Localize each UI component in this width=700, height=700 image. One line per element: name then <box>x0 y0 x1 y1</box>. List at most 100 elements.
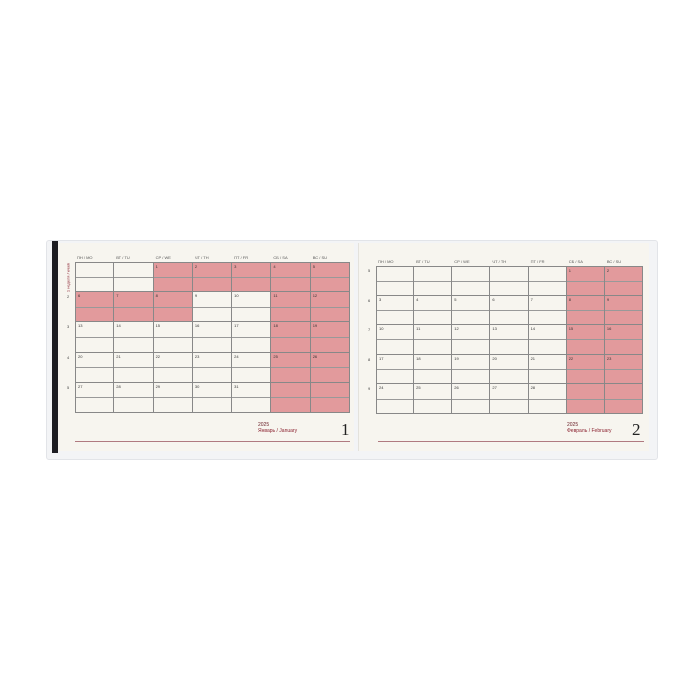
day-cell[interactable]: 6 <box>490 295 529 326</box>
day-cell[interactable]: 11 <box>271 292 311 323</box>
day-cell[interactable]: 17 <box>232 322 272 353</box>
day-cell[interactable]: 8 <box>566 295 605 326</box>
ruled-line <box>153 277 192 279</box>
day-cell[interactable]: 25 <box>271 352 311 383</box>
day-cell[interactable]: 10 <box>232 292 272 323</box>
day-cell[interactable]: 4 <box>414 295 453 326</box>
day-cell[interactable] <box>528 266 567 296</box>
day-cell[interactable]: 21 <box>114 352 154 383</box>
ruled-line <box>232 306 271 308</box>
day-number: 1 <box>155 264 158 269</box>
day-cell[interactable]: 16 <box>192 322 233 353</box>
day-cell[interactable]: 2 <box>192 262 233 293</box>
day-cell[interactable]: 11 <box>414 325 453 355</box>
day-cell[interactable] <box>376 266 415 296</box>
day-cell[interactable] <box>566 384 605 414</box>
day-cell[interactable]: 20 <box>75 352 115 383</box>
day-cell[interactable]: 22 <box>566 354 605 385</box>
ruled-line <box>76 397 114 399</box>
day-number: 4 <box>416 296 419 302</box>
day-cell[interactable]: 2 <box>604 266 643 296</box>
day-cell[interactable]: 29 <box>153 382 193 413</box>
day-cell[interactable]: 22 <box>153 352 193 383</box>
day-number: 18 <box>273 323 278 329</box>
day-cell[interactable]: 1 <box>153 262 193 293</box>
weekday-header: ВС / SU <box>606 259 622 264</box>
day-cell[interactable]: 7 <box>528 295 567 326</box>
day-cell[interactable]: 18 <box>271 322 311 353</box>
day-cell[interactable]: 14 <box>114 322 154 353</box>
day-cell[interactable]: 9 <box>604 295 643 326</box>
day-cell[interactable]: 15 <box>153 322 193 353</box>
day-number: 28 <box>530 385 536 391</box>
day-cell[interactable]: 9 <box>192 292 233 323</box>
day-number: 6 <box>492 296 495 302</box>
day-cell[interactable]: 10 <box>376 325 415 355</box>
day-number: 1 <box>568 268 571 273</box>
day-cell[interactable]: 21 <box>528 354 567 385</box>
day-cell[interactable]: 1 <box>566 266 605 296</box>
day-cell[interactable]: 3 <box>232 262 272 293</box>
day-cell[interactable]: 23 <box>604 354 643 385</box>
day-cell[interactable] <box>414 266 453 296</box>
day-cell[interactable] <box>114 262 154 293</box>
day-cell[interactable]: 17 <box>376 354 415 385</box>
day-cell[interactable] <box>271 382 311 413</box>
day-number: 14 <box>116 323 121 329</box>
day-cell[interactable]: 19 <box>310 322 350 353</box>
day-cell[interactable]: 5 <box>310 262 350 293</box>
day-cell[interactable]: 23 <box>192 352 233 383</box>
planner-spine <box>52 241 58 453</box>
day-number: 11 <box>416 326 421 332</box>
day-cell[interactable]: 28 <box>528 384 567 414</box>
day-cell[interactable]: 25 <box>414 384 453 414</box>
day-cell[interactable]: 31 <box>232 382 272 413</box>
day-cell[interactable]: 4 <box>271 262 311 293</box>
day-number: 13 <box>78 323 83 329</box>
day-cell[interactable] <box>604 384 643 414</box>
day-cell[interactable]: 14 <box>528 325 567 355</box>
day-cell[interactable]: 5 <box>452 295 491 326</box>
day-cell[interactable]: 12 <box>310 292 350 323</box>
day-number: 12 <box>454 326 459 332</box>
ruled-line <box>528 280 566 282</box>
day-number: 7 <box>530 296 533 302</box>
day-cell[interactable]: 3 <box>376 295 415 326</box>
day-cell[interactable]: 19 <box>452 354 491 385</box>
day-cell[interactable]: 27 <box>75 382 115 413</box>
ruled-line <box>310 367 349 369</box>
day-number: 31 <box>234 383 239 389</box>
ruled-line <box>566 309 604 311</box>
day-cell[interactable]: 13 <box>490 325 529 355</box>
weekday-header: ПТ / FR <box>530 259 545 264</box>
day-cell[interactable]: 7 <box>114 292 154 323</box>
day-cell[interactable]: 27 <box>490 384 529 414</box>
day-cell[interactable] <box>452 266 491 296</box>
week-label: 1 неделя / week <box>65 262 71 293</box>
day-cell[interactable]: 15 <box>566 325 605 355</box>
day-number: 23 <box>194 353 200 359</box>
day-cell[interactable]: 26 <box>452 384 491 414</box>
month-label-february: 2025 Февраль / February <box>567 422 612 434</box>
day-number: 2 <box>606 268 610 273</box>
day-cell[interactable]: 26 <box>310 352 350 383</box>
day-cell[interactable] <box>490 266 529 296</box>
day-cell[interactable]: 8 <box>153 292 193 323</box>
day-cell[interactable]: 18 <box>414 354 453 385</box>
ruled-line <box>528 398 566 400</box>
day-cell[interactable]: 24 <box>232 352 272 383</box>
day-cell[interactable]: 12 <box>452 325 491 355</box>
day-cell[interactable]: 16 <box>604 325 643 355</box>
day-cell[interactable] <box>75 262 115 293</box>
day-number: 3 <box>234 264 237 269</box>
day-cell[interactable]: 6 <box>75 292 115 323</box>
day-cell[interactable]: 30 <box>192 382 233 413</box>
day-number: 5 <box>454 296 457 302</box>
day-cell[interactable]: 28 <box>114 382 154 413</box>
day-cell[interactable]: 24 <box>376 384 415 414</box>
day-cell[interactable]: 13 <box>75 322 115 353</box>
day-cell[interactable] <box>310 382 350 413</box>
ruled-line <box>414 280 452 282</box>
day-number: 8 <box>155 293 158 299</box>
day-cell[interactable]: 20 <box>490 354 529 385</box>
